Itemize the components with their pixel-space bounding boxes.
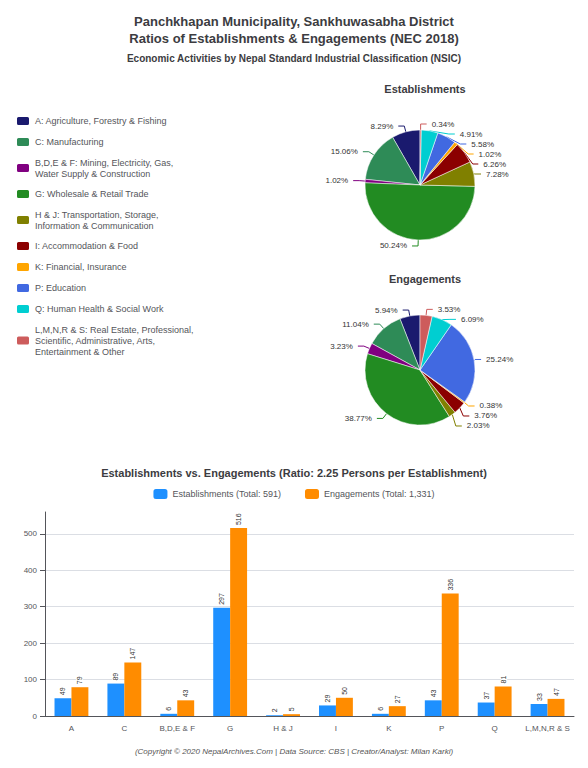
svg-text:47: 47 xyxy=(553,688,560,696)
svg-text:Establishments vs. Engagements: Establishments vs. Engagements (Ratio: 2… xyxy=(101,467,487,479)
svg-text:G: G xyxy=(227,724,233,733)
svg-text:L,M,N,R & S: Real Estate, Prof: L,M,N,R & S: Real Estate, Professional, xyxy=(35,325,194,335)
svg-text:Ratios of Establishments & Eng: Ratios of Establishments & Engagements (… xyxy=(129,31,458,46)
svg-text:100: 100 xyxy=(24,675,38,684)
svg-text:300: 300 xyxy=(24,602,38,611)
svg-text:4.91%: 4.91% xyxy=(460,130,483,139)
svg-text:L,M,N,R & S: L,M,N,R & S xyxy=(525,724,569,733)
svg-text:43: 43 xyxy=(430,689,437,697)
svg-text:6: 6 xyxy=(165,707,172,711)
svg-text:336: 336 xyxy=(447,579,454,591)
svg-text:5: 5 xyxy=(288,707,295,711)
svg-text:G: Wholesale & Retail Trade: G: Wholesale & Retail Trade xyxy=(35,189,149,199)
svg-text:81: 81 xyxy=(500,676,507,684)
svg-text:P: Education: P: Education xyxy=(35,283,86,293)
svg-text:5.58%: 5.58% xyxy=(471,140,494,149)
svg-text:33: 33 xyxy=(536,693,543,701)
svg-text:2: 2 xyxy=(271,708,278,712)
svg-text:Entertainment & Other: Entertainment & Other xyxy=(35,347,125,357)
svg-text:3.76%: 3.76% xyxy=(474,411,497,420)
svg-text:0: 0 xyxy=(33,712,38,721)
svg-text:0.34%: 0.34% xyxy=(432,120,455,129)
svg-text:Economic Activities by Nepal S: Economic Activities by Nepal Standard In… xyxy=(127,53,461,64)
svg-text:6: 6 xyxy=(377,707,384,711)
svg-text:Information & Communication: Information & Communication xyxy=(35,221,154,231)
svg-text:38.77%: 38.77% xyxy=(345,414,372,423)
svg-text:5.94%: 5.94% xyxy=(375,306,398,315)
svg-text:1.02%: 1.02% xyxy=(479,150,502,159)
svg-text:500: 500 xyxy=(24,529,38,538)
svg-text:50.24%: 50.24% xyxy=(380,241,407,250)
svg-text:43: 43 xyxy=(182,689,189,697)
svg-text:A: A xyxy=(69,724,75,733)
svg-text:H & J: H & J xyxy=(273,724,293,733)
svg-text:89: 89 xyxy=(112,673,119,681)
svg-text:25.24%: 25.24% xyxy=(486,355,513,364)
svg-text:C: Manufacturing: C: Manufacturing xyxy=(35,137,104,147)
svg-text:3.53%: 3.53% xyxy=(438,305,461,314)
svg-text:H & J: Transportation, Storage: H & J: Transportation, Storage, xyxy=(35,210,159,220)
svg-text:Establishments: Establishments xyxy=(384,83,465,95)
svg-text:6.09%: 6.09% xyxy=(461,315,484,324)
svg-text:200: 200 xyxy=(24,639,38,648)
svg-text:79: 79 xyxy=(76,676,83,684)
svg-text:Water Supply & Construction: Water Supply & Construction xyxy=(35,169,150,179)
svg-text:Establishments (Total: 591): Establishments (Total: 591) xyxy=(172,489,281,499)
svg-text:50: 50 xyxy=(341,687,348,695)
svg-text:49: 49 xyxy=(59,687,66,695)
svg-text:147: 147 xyxy=(129,648,136,660)
svg-text:297: 297 xyxy=(218,593,225,605)
svg-text:Q: Q xyxy=(492,724,498,733)
svg-text:37: 37 xyxy=(483,692,490,700)
svg-text:2.03%: 2.03% xyxy=(467,421,490,430)
svg-text:A: Agriculture, Forestry & Fis: A: Agriculture, Forestry & Fishing xyxy=(35,116,167,126)
svg-text:K: K xyxy=(386,724,392,733)
svg-text:C: C xyxy=(121,724,127,733)
svg-text:P: P xyxy=(439,724,444,733)
svg-text:27: 27 xyxy=(394,695,401,703)
svg-text:8.29%: 8.29% xyxy=(371,122,394,131)
svg-text:Engagements: Engagements xyxy=(389,273,461,285)
svg-text:B,D,E & F: B,D,E & F xyxy=(159,724,195,733)
svg-text:B,D,E & F: Mining, Electricity: B,D,E & F: Mining, Electricity, Gas, xyxy=(35,158,173,168)
svg-text:1.02%: 1.02% xyxy=(325,176,348,185)
svg-text:Q: Human Health & Social Work: Q: Human Health & Social Work xyxy=(35,304,164,314)
svg-text:Panchkhapan Municipality, Sank: Panchkhapan Municipality, Sankhuwasabha … xyxy=(134,14,454,29)
svg-text:7.28%: 7.28% xyxy=(486,170,509,179)
svg-text:29: 29 xyxy=(324,695,331,703)
svg-text:516: 516 xyxy=(235,513,242,525)
svg-text:3.23%: 3.23% xyxy=(330,342,353,351)
svg-text:400: 400 xyxy=(24,566,38,575)
svg-text:15.06%: 15.06% xyxy=(331,147,358,156)
svg-text:11.04%: 11.04% xyxy=(342,320,369,329)
svg-text:I: Accommodation & Food: I: Accommodation & Food xyxy=(35,241,138,251)
svg-text:(Copyright © 2020 NepalArchive: (Copyright © 2020 NepalArchives.Com | Da… xyxy=(135,747,454,756)
svg-text:0.38%: 0.38% xyxy=(480,401,503,410)
svg-text:I: I xyxy=(335,724,337,733)
svg-text:Scientific, Administrative, Ar: Scientific, Administrative, Arts, xyxy=(35,336,155,346)
svg-text:Engagements (Total: 1,331): Engagements (Total: 1,331) xyxy=(324,489,435,499)
svg-text:K: Financial, Insurance: K: Financial, Insurance xyxy=(35,262,127,272)
svg-text:6.26%: 6.26% xyxy=(483,160,506,169)
